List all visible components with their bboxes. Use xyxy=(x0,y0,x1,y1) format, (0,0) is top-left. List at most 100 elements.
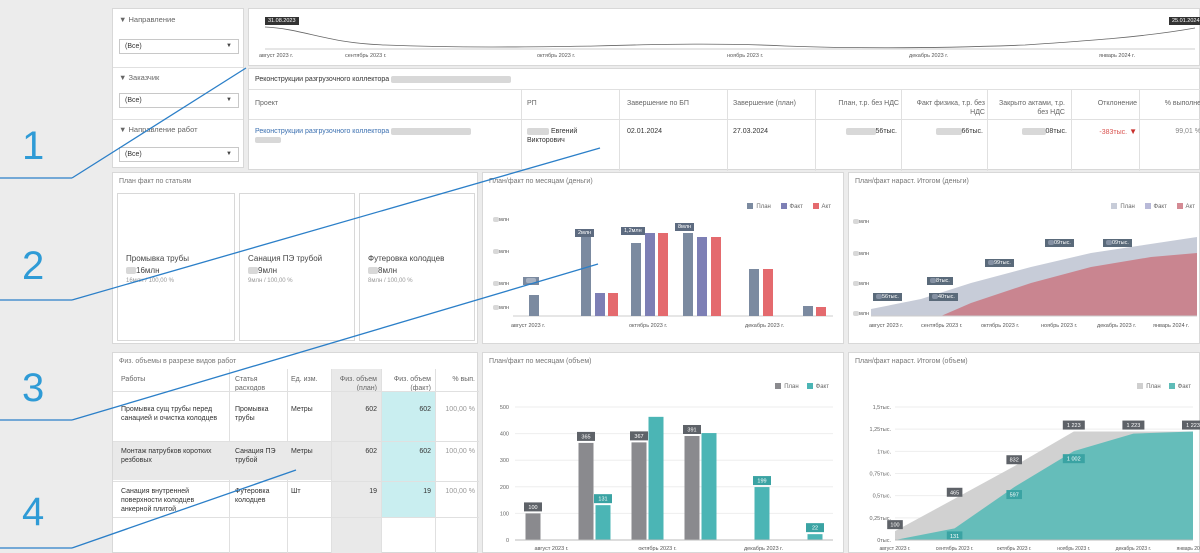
x-tick-label: август 2023 г. xyxy=(534,546,569,552)
y-axis-label: млн xyxy=(853,311,869,317)
timeline-sparkline xyxy=(265,26,1195,50)
data-label-bg xyxy=(1122,420,1145,430)
bar xyxy=(529,295,539,316)
chart-legend: План Факт Акт xyxy=(1103,203,1195,210)
fact-cell: 66тыс. xyxy=(901,127,983,136)
chevron-down-icon: ▼ xyxy=(226,43,232,49)
data-label: 1 223 xyxy=(1127,423,1141,429)
fact-cell: 19 xyxy=(423,488,431,495)
closed-cell: 08тыс. xyxy=(987,127,1067,136)
y-tick-label: 0тыс. xyxy=(877,538,891,544)
legend-label[interactable]: Факт xyxy=(1177,384,1191,390)
article-card[interactable]: Промывка трубы 16млн 16млн / 100,00 % xyxy=(117,193,235,341)
bar-label xyxy=(523,277,539,285)
project-link[interactable]: Реконструкции разгрузочного коллектора xyxy=(255,127,472,145)
bar xyxy=(648,416,664,540)
legend-plan: План xyxy=(756,204,771,210)
article-card-value: 16млн xyxy=(126,266,159,275)
y-tick-label: 100 xyxy=(500,511,509,517)
y-tick-label: 1,25тыс. xyxy=(870,427,892,433)
col-header-deviation[interactable]: Отклонение xyxy=(1097,100,1137,107)
annotation-number: 2 xyxy=(22,244,45,288)
bar xyxy=(684,435,700,540)
volume-month-chart: План/факт по месяцам (объем) План Факт 0 1… xyxy=(482,352,844,553)
x-tick-label: октябрь 2023 г. xyxy=(638,546,677,552)
y-tick-label: 0 xyxy=(506,538,509,544)
article-card[interactable]: Футеровка колодцев 8млн 8млн / 100,00 % xyxy=(359,193,475,341)
x-tick-label: ноябрь 2023 г. xyxy=(1057,546,1090,552)
bar xyxy=(595,505,611,540)
col-header-unit[interactable]: Ед. изм. xyxy=(291,376,318,383)
article-card[interactable]: Санация ПЭ трубой 9млн 9млн / 100,00 % xyxy=(239,193,355,341)
area-label: 99тыс. xyxy=(985,259,1014,267)
col-header-fact[interactable]: Факт физика, т.р. без НДС xyxy=(916,100,985,116)
col-header-pct[interactable]: % вып. xyxy=(452,376,475,383)
pct-cell: 100,00 % xyxy=(445,448,475,455)
data-label-bg xyxy=(1006,455,1022,465)
bar-label: 2млн xyxy=(575,229,595,237)
col-header-bp-end[interactable]: Завершение по БП xyxy=(627,100,689,107)
data-label-bg xyxy=(887,520,903,530)
data-label: 465 xyxy=(950,490,959,496)
data-label-bg xyxy=(946,531,963,541)
legend-swatch xyxy=(806,383,813,389)
col-header-closed[interactable]: Закрыто актами, т.р. без НДС xyxy=(999,100,1065,116)
x-tick-label: январь 2024 г. xyxy=(1177,546,1200,552)
plan-cell: 602 xyxy=(365,448,377,455)
work-cell: Промывка сущ трубы перед санацией и очис… xyxy=(121,406,218,422)
chart-title: План/факт нараст. Итогом (объем) xyxy=(855,358,968,365)
article-cell: Промывка трубы xyxy=(235,406,269,422)
y-axis-label: млн xyxy=(493,249,509,255)
col-header-plan[interactable]: План, т.р. без НДС xyxy=(838,100,899,107)
legend-label[interactable]: План xyxy=(1146,384,1161,390)
money-cum-chart: План/факт нараст. Итогом (деньги) План Ф… xyxy=(848,172,1200,344)
customer-select[interactable]: (Все) ▼ xyxy=(119,93,239,108)
divider xyxy=(619,89,620,171)
data-label-bg xyxy=(630,431,648,441)
data-label: 365 xyxy=(581,434,590,440)
legend-label[interactable]: Факт xyxy=(815,384,829,390)
col-header-project[interactable]: Проект xyxy=(255,100,279,107)
chart-title: План/факт нараст. Итогом (деньги) xyxy=(855,178,969,185)
legend-label[interactable]: План xyxy=(784,384,799,390)
bar xyxy=(525,513,541,540)
data-label: 22 xyxy=(812,526,818,532)
project-table: Реконструкции разгрузочного коллектора П… xyxy=(248,68,1200,171)
col-header-work[interactable]: Работы xyxy=(121,376,146,383)
direction-select[interactable]: (Все) ▼ xyxy=(119,39,239,54)
y-tick-label: 500 xyxy=(500,405,509,411)
x-tick-label: сентябрь 2023 г. xyxy=(936,546,974,552)
data-label-bg xyxy=(753,476,771,486)
timeline-panel[interactable]: 31.08.2023 25.01.2024 август 2023 г. сен… xyxy=(248,8,1200,66)
annotation-number: 4 xyxy=(22,490,45,534)
timeline-month-label: сентябрь 2023 г. xyxy=(345,53,387,59)
area-label: 09тыс. xyxy=(1103,239,1132,247)
volume-cum-area: 0тыс. 0,25тыс. 0,5тыс. 0,75тыс. 1тыс. 1,25тыс… xyxy=(870,405,1200,552)
timeline-start-badge[interactable]: 31.08.2023 xyxy=(265,17,299,25)
chevron-down-icon: ▼ xyxy=(226,97,232,103)
timeline-month-label: октябрь 2023 г. xyxy=(537,53,576,59)
data-label-bg xyxy=(806,523,824,533)
work-direction-select[interactable]: (Все) ▼ xyxy=(119,147,239,162)
col-header-rp[interactable]: РП xyxy=(527,100,537,107)
percent-cell: 99,01 % xyxy=(1175,128,1200,135)
col-header-plan-end[interactable]: Завершение (план) xyxy=(733,100,796,107)
bar xyxy=(701,433,717,540)
timeline-end-badge[interactable]: 25.01.2024 xyxy=(1169,17,1200,25)
bar xyxy=(807,534,823,540)
bar xyxy=(578,442,594,540)
data-label-bg xyxy=(1182,420,1200,430)
money-month-bars xyxy=(513,229,833,317)
article-card-value: 9млн xyxy=(248,266,277,275)
area-act xyxy=(941,253,1197,316)
y-tick-label: 1,5тыс. xyxy=(873,405,892,411)
col-header-percent[interactable]: % выполне xyxy=(1164,100,1200,107)
legend-act: Акт xyxy=(1185,204,1195,210)
chart-title: План/факт по месяцам (объем) xyxy=(489,358,592,365)
unit-cell: Метры xyxy=(291,448,313,455)
article-card-title: Футеровка колодцев xyxy=(368,254,445,263)
divider xyxy=(901,89,902,171)
area-label: 40тыс. xyxy=(929,293,958,301)
bar xyxy=(645,233,655,316)
y-tick-label: 300 xyxy=(500,458,509,464)
